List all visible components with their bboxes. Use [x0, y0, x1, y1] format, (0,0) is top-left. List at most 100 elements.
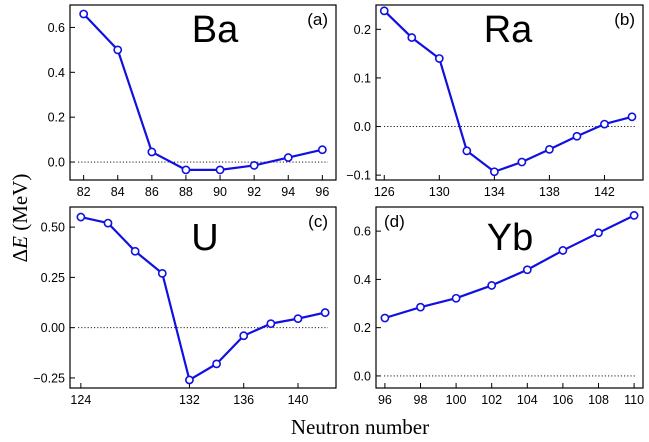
y-tick-label-u-3: 0.50 [41, 221, 65, 235]
x-tick-label-ba-86: 86 [145, 185, 159, 199]
data-point-u-126 [103, 218, 113, 228]
panel-frame-u [69, 206, 337, 389]
data-point-yb-108 [594, 228, 603, 238]
y-tick-label-ba-3: 0.6 [48, 21, 65, 35]
panel-label-ba: (a) [307, 10, 328, 29]
data-point-ba-88 [181, 165, 191, 175]
x-tick-label-ba-84: 84 [111, 185, 125, 199]
y-tick-label-ra-2: 0.1 [354, 71, 371, 85]
panels: 82 84 86 88 90 92 94 960.00.20.40.6 Ba (a)126 130 1… [33, 4, 644, 407]
data-point-u-136 [239, 331, 249, 341]
element-label-ba: Ba [192, 9, 239, 51]
y-tick-label-u-0: −0.25 [33, 371, 65, 385]
y-axis-title-prefix: Δ [8, 249, 32, 263]
data-point-u-134 [212, 359, 221, 369]
x-tick-label-yb-96: 96 [378, 393, 392, 407]
x-tick-label-yb-104: 104 [517, 393, 538, 407]
panel-yb: 96 98 100 102 104 106 108 110 0.0 0.2 0.4 0.6 Yb (d) [354, 206, 644, 407]
y-tick-label-ra-0: −0.1 [346, 169, 371, 183]
data-point-ba-90 [215, 165, 225, 175]
panel-u: 124 132 136 140 −0.25 0.00 0.25 0.50 U (c) [33, 206, 337, 407]
x-tick-label-u-136: 136 [233, 393, 254, 407]
data-point-yb-100 [451, 293, 461, 303]
data-point-ra-136 [517, 157, 527, 167]
panel-frame-yb [375, 206, 644, 389]
panel-frame-ba [69, 4, 337, 181]
data-point-yb-106 [558, 246, 568, 255]
y-tick-label-ra-1: 0.0 [354, 120, 371, 134]
x-tick-label-yb-102: 102 [481, 393, 502, 407]
element-label-ra: Ra [484, 9, 533, 51]
x-tick-label-ra-142: 142 [594, 185, 615, 199]
data-point-ra-144 [627, 112, 637, 122]
x-tick-label-yb-100: 100 [446, 393, 467, 407]
x-tick-label-u-140: 140 [288, 393, 309, 407]
x-tick-label-ba-94: 94 [281, 185, 295, 199]
y-tick-label-yb-1: 0.2 [354, 321, 371, 335]
data-point-yb-102 [487, 281, 497, 290]
x-tick-label-yb-110: 110 [624, 393, 644, 407]
series-line-yb [384, 214, 635, 320]
element-label-yb: Yb [487, 217, 533, 259]
data-point-ra-130 [434, 54, 444, 63]
panel-ba: 82 84 86 88 90 92 94 96 0.0 0.2 0.4 0.6 Ba (a) [48, 4, 337, 199]
x-tick-label-yb-98: 98 [414, 393, 428, 407]
data-point-u-132 [185, 375, 194, 385]
x-tick-label-ba-82: 82 [77, 185, 91, 199]
y-axis-title-suffix: (MeV) [8, 174, 32, 236]
panel-label-u: (c) [308, 212, 328, 231]
data-point-u-128 [130, 246, 140, 256]
y-tick-label-yb-3: 0.6 [354, 225, 371, 239]
x-axis-title: Neutron number [291, 415, 429, 439]
x-tick-label-ra-126: 126 [374, 185, 395, 199]
x-tick-label-ra-138: 138 [539, 185, 560, 199]
panel-frame-ra [375, 4, 644, 181]
data-point-ba-86 [147, 147, 157, 157]
data-point-u-142 [320, 308, 330, 317]
data-point-yb-110 [629, 211, 639, 220]
y-tick-label-u-2: 0.25 [41, 271, 65, 285]
data-point-ba-94 [283, 153, 293, 162]
y-tick-label-ba-2: 0.4 [48, 66, 65, 80]
y-tick-label-yb-2: 0.4 [354, 273, 371, 287]
x-tick-label-u-132: 132 [179, 393, 200, 407]
y-tick-label-yb-0: 0.0 [354, 369, 371, 383]
data-point-yb-96 [380, 313, 390, 323]
x-tick-label-ra-134: 134 [484, 185, 505, 199]
panel-label-yb: (d) [384, 212, 405, 231]
y-tick-label-u-1: 0.00 [41, 321, 65, 335]
y-tick-label-ba-1: 0.2 [48, 111, 65, 125]
x-tick-label-u-124: 124 [70, 393, 91, 407]
data-point-u-140 [293, 314, 303, 324]
data-point-u-138 [266, 319, 276, 329]
data-point-ba-96 [317, 145, 327, 155]
data-point-yb-98 [416, 302, 425, 312]
data-point-ra-126 [379, 6, 389, 16]
x-tick-label-yb-108: 108 [588, 393, 609, 407]
data-point-u-130 [157, 268, 167, 278]
data-point-ra-128 [407, 33, 417, 42]
panel-ra: 126 130 134 138 142 −0.1 0.0 0.1 0.2 Ra (b) [346, 4, 644, 199]
panel-label-ra: (b) [614, 10, 635, 29]
data-point-ba-92 [249, 161, 259, 170]
data-point-ra-140 [572, 131, 582, 141]
y-axis-title-symbol: E [8, 236, 32, 250]
series-line-ra [383, 10, 633, 173]
x-tick-label-ba-96: 96 [315, 185, 329, 199]
data-point-ba-84 [113, 45, 123, 55]
series-line-ba [82, 13, 323, 171]
x-tick-label-ba-88: 88 [179, 185, 193, 199]
x-tick-label-ba-92: 92 [247, 185, 261, 199]
data-point-ra-142 [600, 119, 609, 129]
data-point-u-124 [76, 212, 86, 222]
data-point-ra-132 [462, 146, 472, 156]
data-point-ra-138 [545, 144, 554, 154]
data-point-ba-82 [79, 9, 89, 19]
series-line-u [80, 215, 326, 382]
data-point-ra-134 [489, 167, 499, 177]
x-tick-label-ra-130: 130 [429, 185, 450, 199]
y-tick-label-ba-0: 0.0 [48, 156, 65, 170]
element-label-u: U [191, 217, 218, 259]
y-axis-title: ΔE (MeV) [8, 174, 32, 263]
